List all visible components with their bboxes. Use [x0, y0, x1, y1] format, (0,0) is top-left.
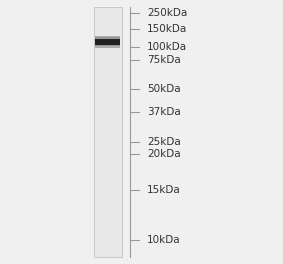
Text: 15kDa: 15kDa [147, 185, 181, 195]
Bar [94, 7, 122, 257]
Bar [95, 40, 121, 46]
Bar [95, 39, 121, 45]
Text: 25kDa: 25kDa [147, 138, 181, 148]
Bar [95, 41, 121, 48]
Bar [95, 37, 121, 44]
Text: 250kDa: 250kDa [147, 8, 187, 18]
Bar [95, 36, 121, 43]
Text: 10kDa: 10kDa [147, 235, 181, 246]
Text: 20kDa: 20kDa [147, 149, 181, 159]
Text: 50kDa: 50kDa [147, 84, 181, 94]
Text: 100kDa: 100kDa [147, 42, 187, 52]
Text: 75kDa: 75kDa [147, 55, 181, 65]
Text: 150kDa: 150kDa [147, 24, 187, 34]
Text: 37kDa: 37kDa [147, 107, 181, 117]
